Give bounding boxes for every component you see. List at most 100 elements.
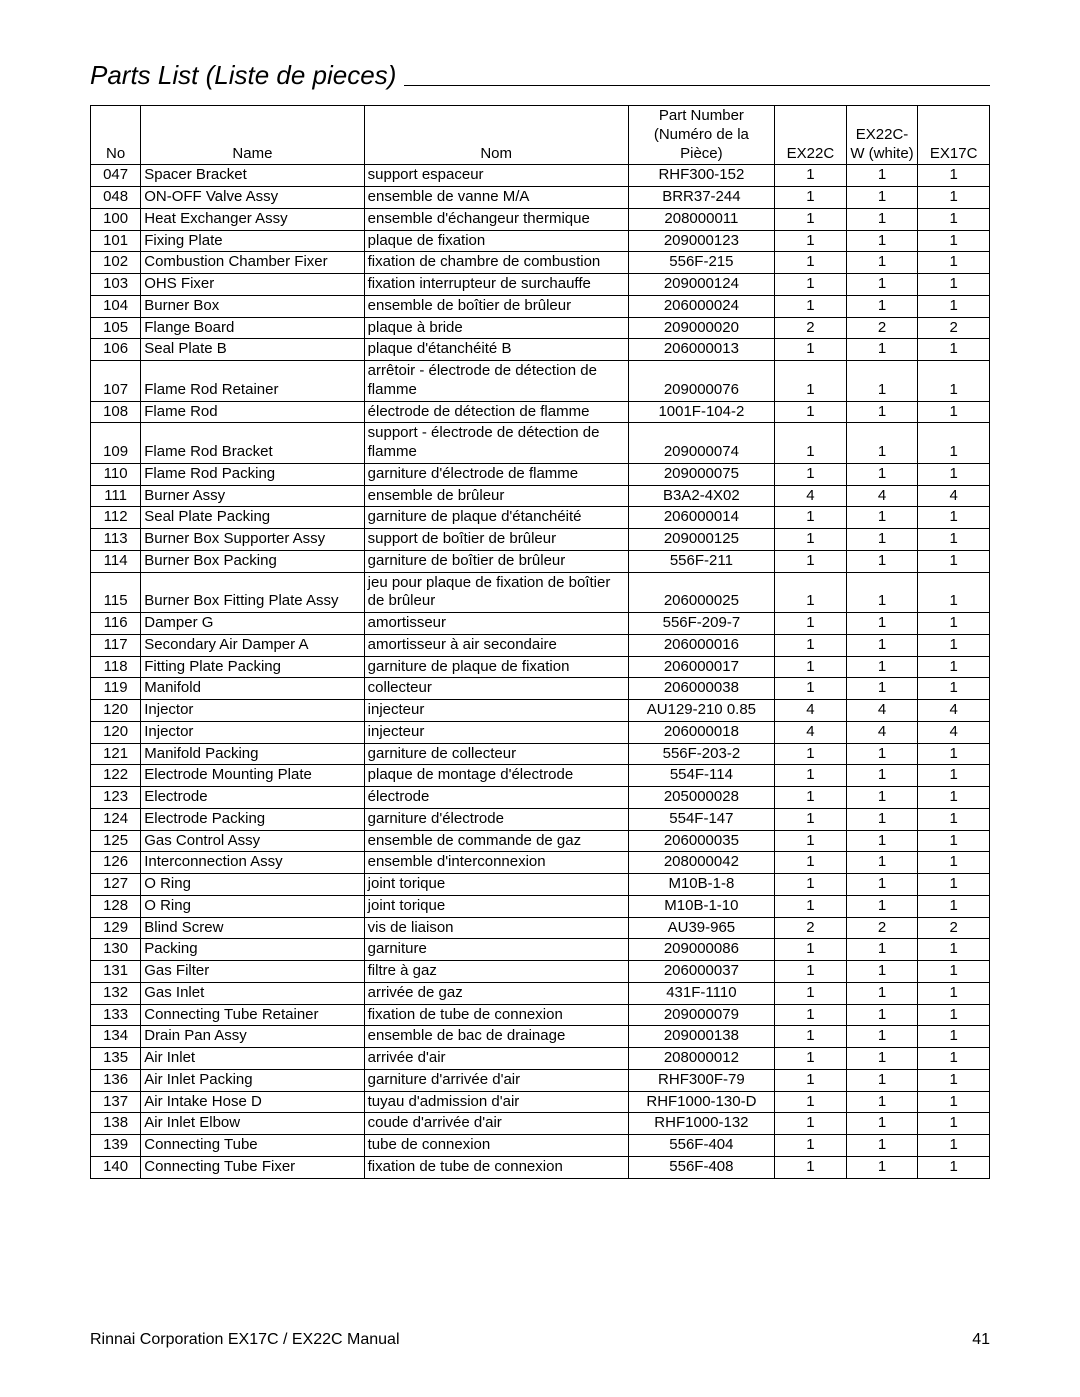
cell-name: Injector xyxy=(141,721,364,743)
cell-q2: 1 xyxy=(846,678,918,700)
cell-q1: 4 xyxy=(775,721,847,743)
cell-nom: garniture d'arrivée d'air xyxy=(364,1069,628,1091)
cell-part: 556F-408 xyxy=(628,1156,774,1178)
cell-part: 209000138 xyxy=(628,1026,774,1048)
footer-right: 41 xyxy=(972,1331,990,1349)
cell-no: 102 xyxy=(91,252,141,274)
table-row: 131Gas Filterfiltre à gaz206000037111 xyxy=(91,961,990,983)
cell-q2: 1 xyxy=(846,295,918,317)
cell-q1: 1 xyxy=(775,787,847,809)
cell-no: 136 xyxy=(91,1069,141,1091)
cell-name: Flame Rod Retainer xyxy=(141,361,364,402)
table-row: 121Manifold Packinggarniture de collecte… xyxy=(91,743,990,765)
cell-part: 206000038 xyxy=(628,678,774,700)
cell-q2: 1 xyxy=(846,1048,918,1070)
cell-part: 206000013 xyxy=(628,339,774,361)
cell-no: 108 xyxy=(91,401,141,423)
cell-name: Flange Board xyxy=(141,317,364,339)
table-row: 102Combustion Chamber Fixerfixation de c… xyxy=(91,252,990,274)
cell-nom: fixation interrupteur de surchauffe xyxy=(364,274,628,296)
cell-part: 209000075 xyxy=(628,463,774,485)
cell-name: Burner Box Supporter Assy xyxy=(141,529,364,551)
cell-no: 103 xyxy=(91,274,141,296)
cell-no: 133 xyxy=(91,1004,141,1026)
cell-nom: ensemble de bac de drainage xyxy=(364,1026,628,1048)
cell-q1: 1 xyxy=(775,1156,847,1178)
cell-q1: 1 xyxy=(775,572,847,613)
cell-q2: 1 xyxy=(846,339,918,361)
cell-no: 140 xyxy=(91,1156,141,1178)
table-row: 123Electrodeélectrode205000028111 xyxy=(91,787,990,809)
cell-q1: 1 xyxy=(775,165,847,187)
cell-no: 115 xyxy=(91,572,141,613)
cell-no: 113 xyxy=(91,529,141,551)
cell-part: AU39-965 xyxy=(628,917,774,939)
cell-part: 208000042 xyxy=(628,852,774,874)
cell-name: Gas Control Assy xyxy=(141,830,364,852)
cell-name: ON-OFF Valve Assy xyxy=(141,187,364,209)
cell-part: 208000011 xyxy=(628,208,774,230)
parts-table-head: No Name Nom Part Number (Numéro de la Pi… xyxy=(91,106,990,165)
cell-q1: 1 xyxy=(775,808,847,830)
cell-no: 119 xyxy=(91,678,141,700)
cell-name: Electrode Packing xyxy=(141,808,364,830)
table-row: 126Interconnection Assyensemble d'interc… xyxy=(91,852,990,874)
cell-q3: 1 xyxy=(918,230,990,252)
table-row: 109Flame Rod Bracketsupport - électrode … xyxy=(91,423,990,464)
cell-no: 123 xyxy=(91,787,141,809)
cell-name: Drain Pan Assy xyxy=(141,1026,364,1048)
cell-q3: 1 xyxy=(918,743,990,765)
cell-nom: plaque d'étanchéité B xyxy=(364,339,628,361)
cell-q3: 1 xyxy=(918,361,990,402)
table-row: 120Injectorinjecteur206000018444 xyxy=(91,721,990,743)
cell-no: 120 xyxy=(91,700,141,722)
cell-part: 209000079 xyxy=(628,1004,774,1026)
cell-q3: 1 xyxy=(918,1135,990,1157)
cell-nom: joint torique xyxy=(364,874,628,896)
cell-q3: 1 xyxy=(918,252,990,274)
page: Parts List (Liste de pieces) No Name Nom… xyxy=(0,0,1080,1397)
cell-no: 130 xyxy=(91,939,141,961)
table-row: 120InjectorinjecteurAU129-210 0.85444 xyxy=(91,700,990,722)
header-ex17c: EX17C xyxy=(918,106,990,165)
cell-nom: garniture de plaque d'étanchéité xyxy=(364,507,628,529)
cell-q2: 2 xyxy=(846,317,918,339)
cell-q1: 1 xyxy=(775,187,847,209)
table-row: 110Flame Rod Packinggarniture d'électrod… xyxy=(91,463,990,485)
table-row: 136Air Inlet Packinggarniture d'arrivée … xyxy=(91,1069,990,1091)
cell-part: 209000086 xyxy=(628,939,774,961)
cell-q3: 1 xyxy=(918,678,990,700)
table-row: 113Burner Box Supporter Assysupport de b… xyxy=(91,529,990,551)
table-row: 132Gas Inletarrivée de gaz431F-1110111 xyxy=(91,982,990,1004)
cell-nom: ensemble d'échangeur thermique xyxy=(364,208,628,230)
cell-q3: 1 xyxy=(918,572,990,613)
cell-q2: 4 xyxy=(846,721,918,743)
cell-q3: 1 xyxy=(918,295,990,317)
cell-no: 129 xyxy=(91,917,141,939)
cell-no: 105 xyxy=(91,317,141,339)
cell-nom: amortisseur à air secondaire xyxy=(364,634,628,656)
cell-name: Burner Box Packing xyxy=(141,550,364,572)
cell-name: Manifold Packing xyxy=(141,743,364,765)
cell-name: Spacer Bracket xyxy=(141,165,364,187)
cell-no: 111 xyxy=(91,485,141,507)
cell-nom: électrode xyxy=(364,787,628,809)
cell-q3: 1 xyxy=(918,1113,990,1135)
cell-no: 112 xyxy=(91,507,141,529)
cell-no: 132 xyxy=(91,982,141,1004)
cell-name: O Ring xyxy=(141,874,364,896)
cell-nom: ensemble d'interconnexion xyxy=(364,852,628,874)
cell-q1: 1 xyxy=(775,939,847,961)
table-row: 111Burner Assyensemble de brûleurB3A2-4X… xyxy=(91,485,990,507)
table-row: 106Seal Plate Bplaque d'étanchéité B2060… xyxy=(91,339,990,361)
cell-q3: 1 xyxy=(918,895,990,917)
cell-nom: collecteur xyxy=(364,678,628,700)
cell-name: Damper G xyxy=(141,613,364,635)
cell-part: 1001F-104-2 xyxy=(628,401,774,423)
cell-q1: 1 xyxy=(775,295,847,317)
cell-q1: 4 xyxy=(775,700,847,722)
cell-part: BRR37-244 xyxy=(628,187,774,209)
cell-no: 139 xyxy=(91,1135,141,1157)
cell-q2: 1 xyxy=(846,550,918,572)
cell-q3: 1 xyxy=(918,852,990,874)
